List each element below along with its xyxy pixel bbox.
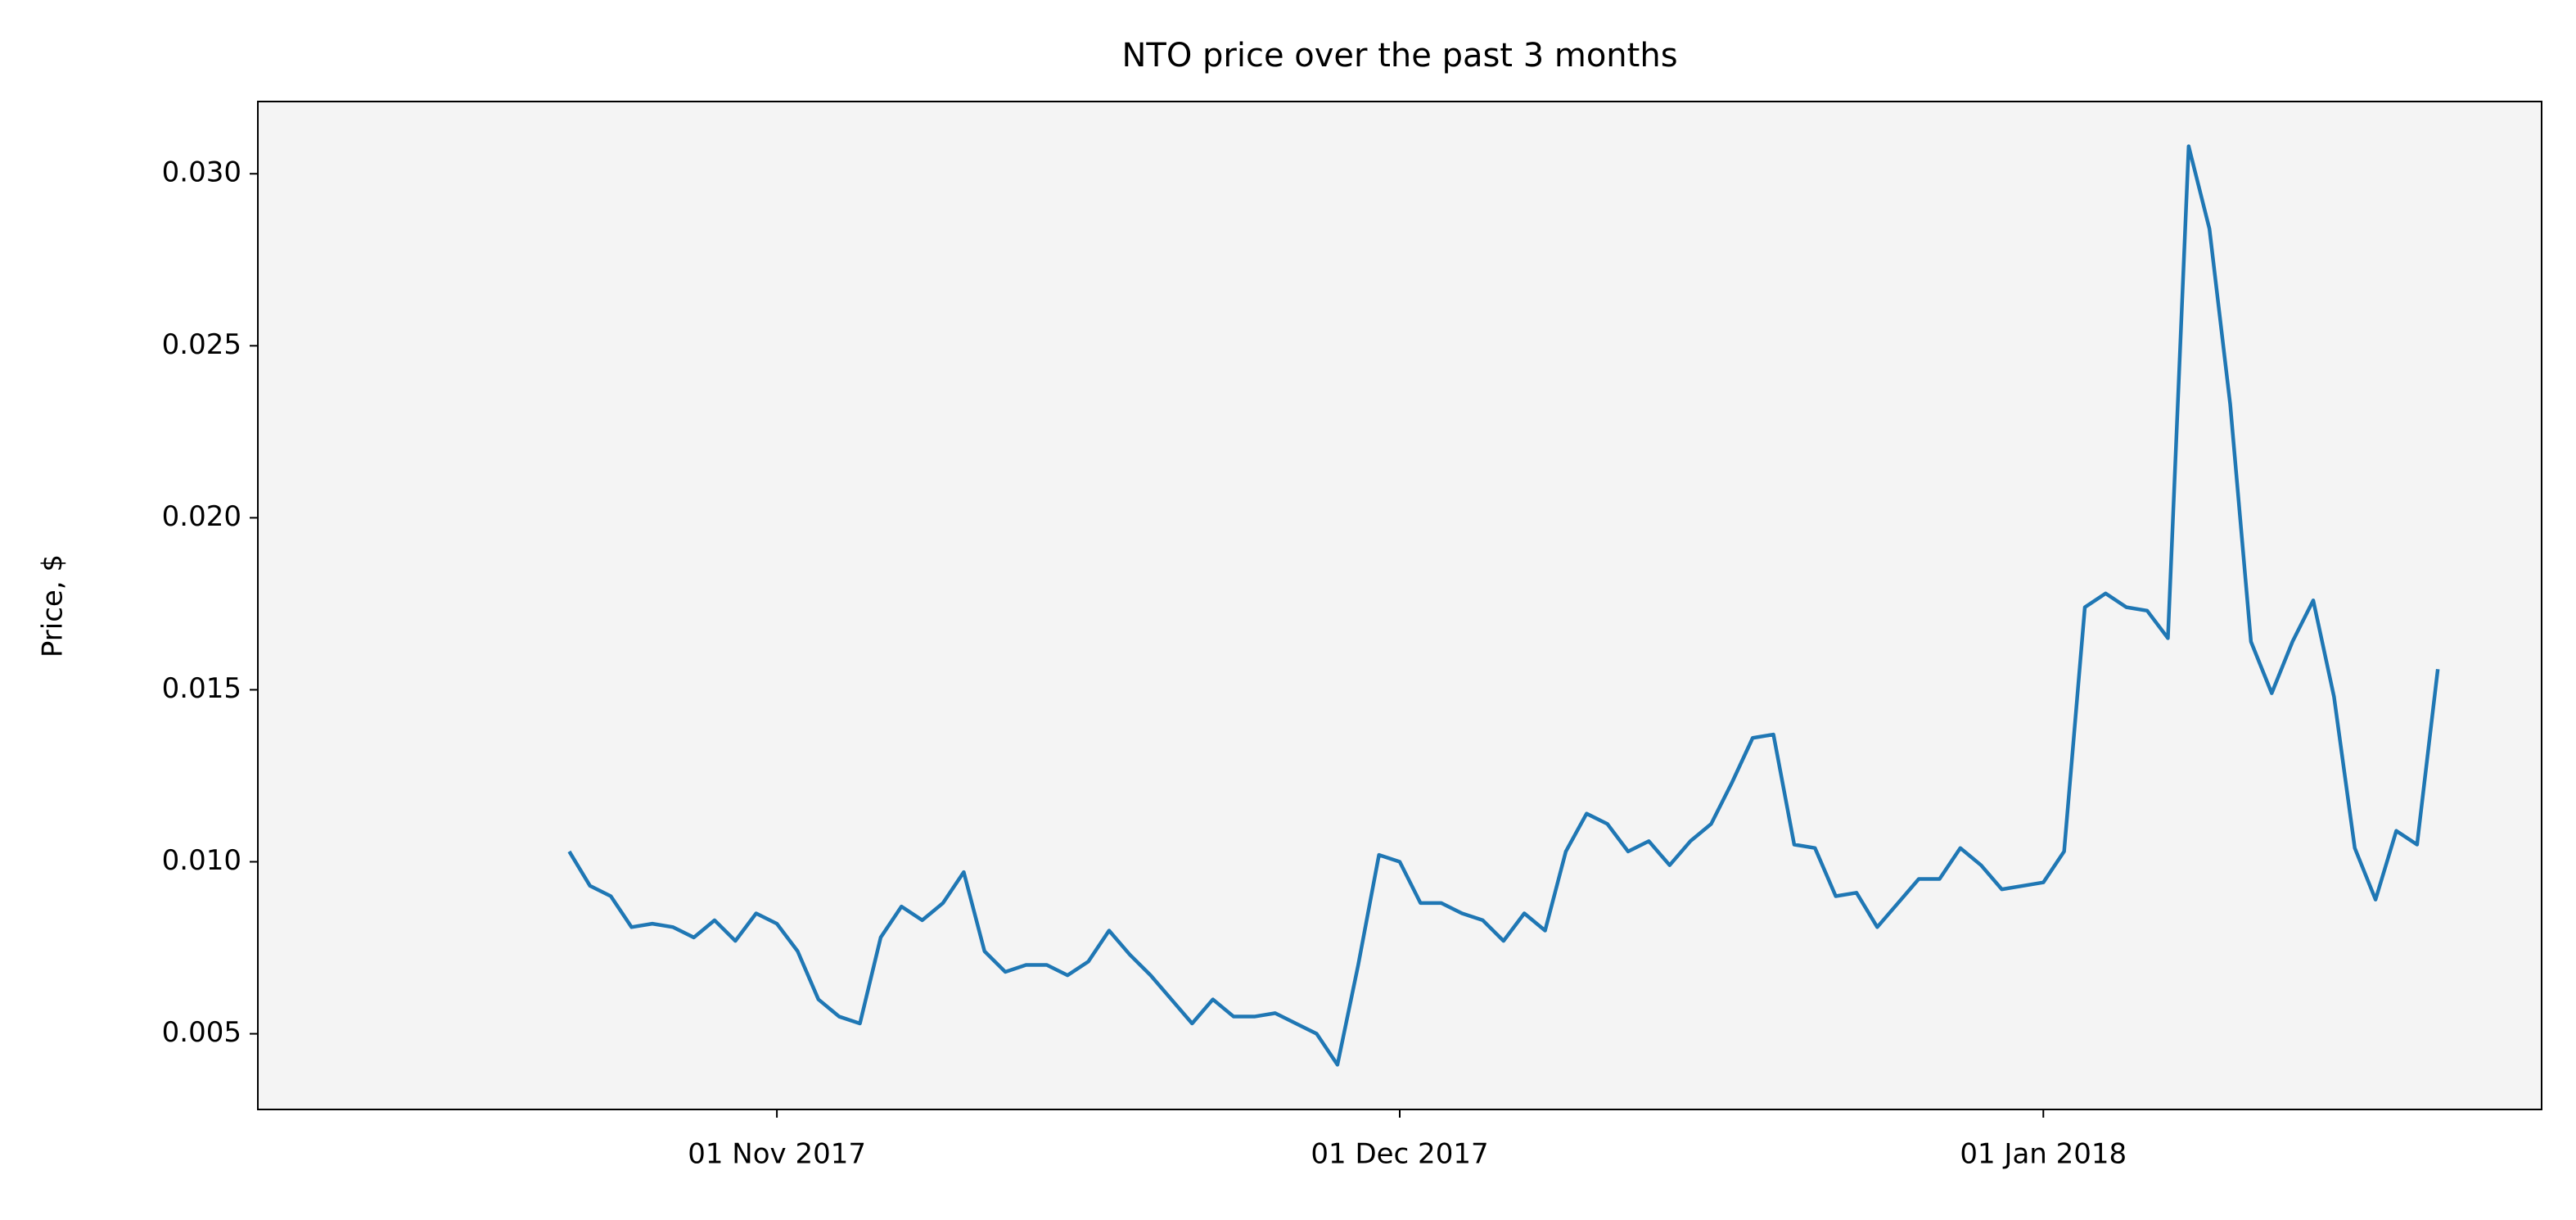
y-tick-label: 0.030 [162, 156, 241, 189]
y-tick-label: 0.010 [162, 844, 241, 877]
x-tick-label: 01 Dec 2017 [1311, 1138, 1488, 1171]
chart-title: NTO price over the past 3 months [1121, 37, 1677, 75]
y-tick-label: 0.020 [162, 500, 241, 533]
y-tick-label: 0.005 [162, 1016, 241, 1049]
price-line [567, 144, 2440, 1067]
plot-frame [257, 101, 2542, 1110]
y-axis-label: Price, $ [37, 554, 70, 657]
x-tick-label: 01 Jan 2018 [1960, 1138, 2127, 1171]
x-tick-label: 01 Nov 2017 [688, 1138, 866, 1171]
y-tick-label: 0.015 [162, 672, 241, 705]
plot-area [258, 102, 2542, 1109]
y-tick-label: 0.025 [162, 328, 241, 361]
